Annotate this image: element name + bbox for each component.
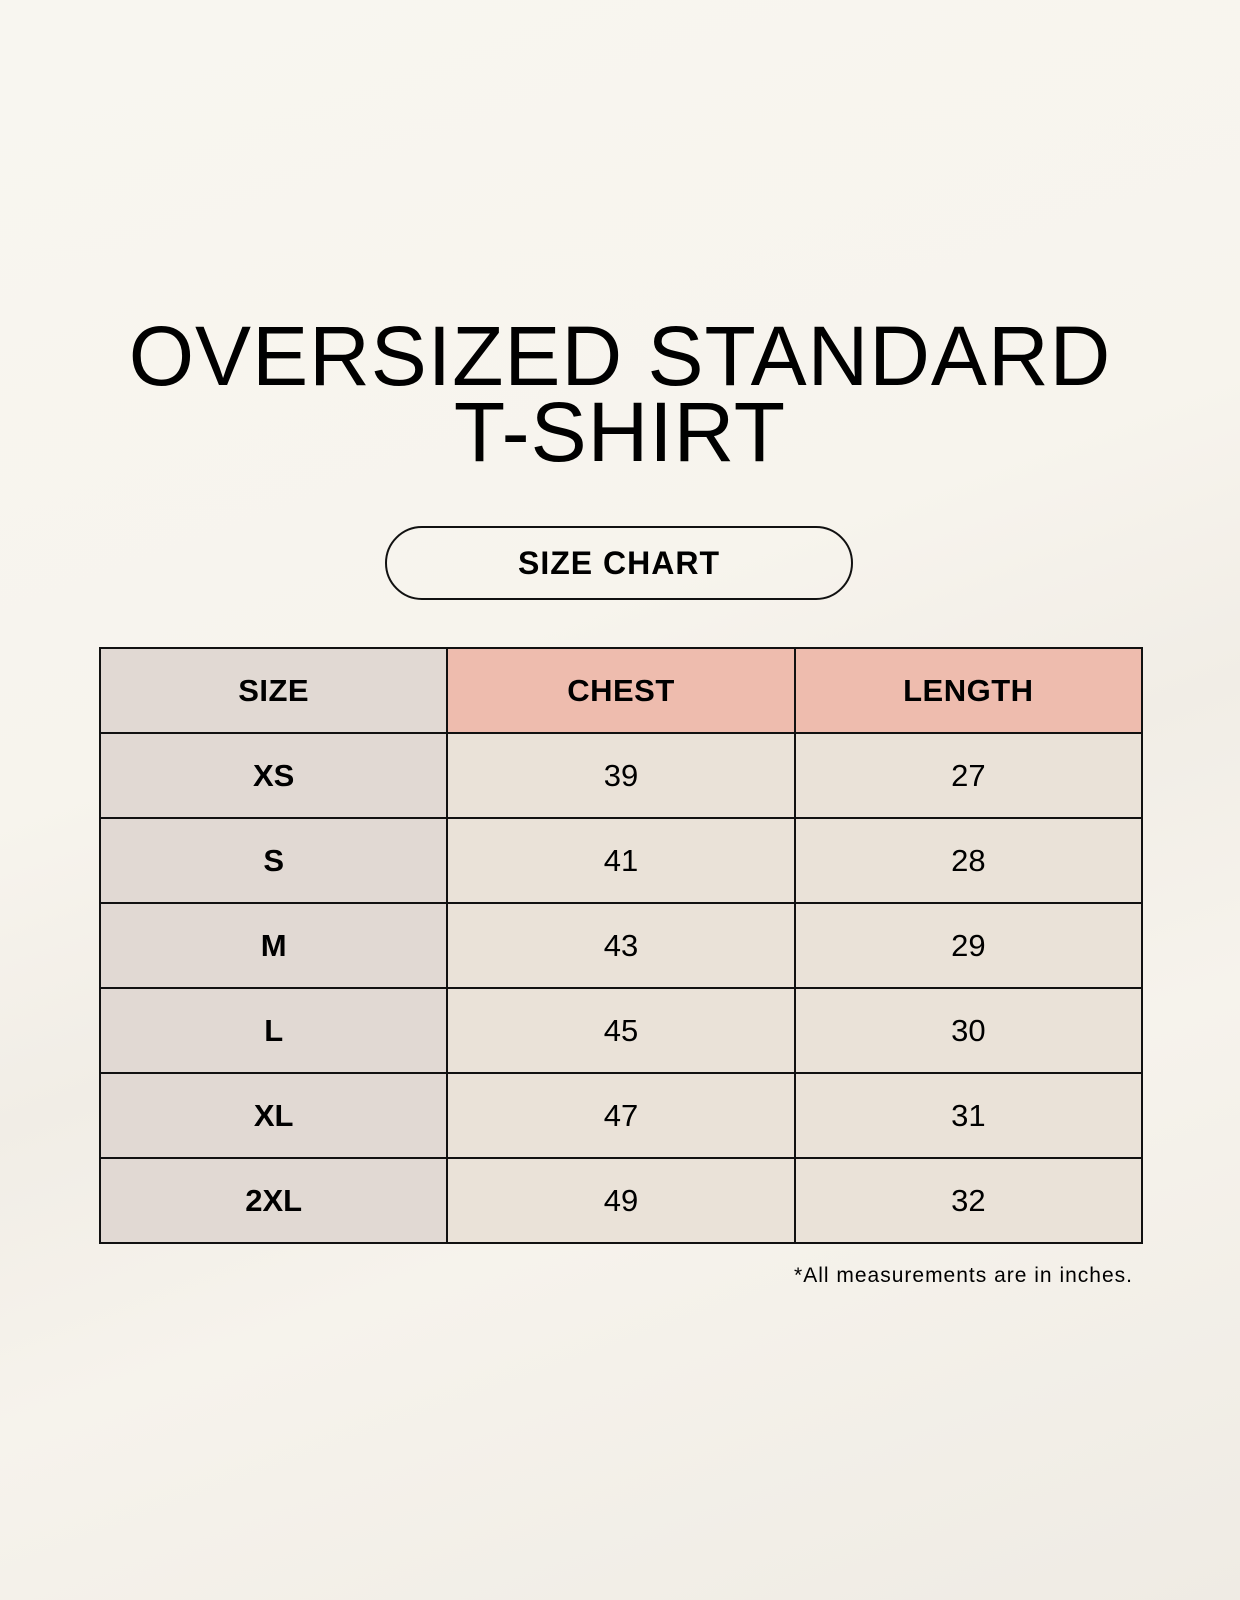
page-title: OVERSIZED STANDARD T-SHIRT [0, 309, 1240, 479]
cell-size: M [98, 902, 449, 989]
header-length: LENGTH [793, 647, 1144, 734]
cell-length: 27 [793, 732, 1144, 819]
table-header-row: SIZE CHEST LENGTH [98, 647, 1144, 734]
table-row: 2XL 49 32 [98, 1157, 1144, 1244]
cell-length: 29 [793, 902, 1144, 989]
cell-chest: 45 [446, 987, 796, 1074]
cell-size: 2XL [98, 1157, 449, 1244]
title-line-1: OVERSIZED STANDARD [128, 309, 1112, 403]
header-size: SIZE [98, 647, 449, 734]
cell-length: 32 [793, 1157, 1144, 1244]
cell-size: XL [98, 1072, 449, 1159]
cell-length: 28 [793, 817, 1144, 904]
table-row: M 43 29 [98, 902, 1144, 989]
footnote: *All measurements are in inches. [794, 1264, 1133, 1287]
cell-size: S [98, 817, 449, 904]
size-chart-badge: SIZE CHART [385, 526, 853, 600]
cell-length: 30 [793, 987, 1144, 1074]
cell-chest: 39 [446, 732, 796, 819]
cell-size: XS [98, 732, 449, 819]
table-row: S 41 28 [98, 817, 1144, 904]
cell-size: L [98, 987, 449, 1074]
header-chest: CHEST [446, 647, 796, 734]
table-row: XS 39 27 [98, 732, 1144, 819]
size-table: SIZE CHEST LENGTH XS 39 27 S 41 28 M 43 29 L 45 30 X… [98, 647, 1144, 1244]
cell-length: 31 [793, 1072, 1144, 1159]
title-line-2: T-SHIRT [453, 385, 787, 479]
cell-chest: 43 [446, 902, 796, 989]
cell-chest: 47 [446, 1072, 796, 1159]
table-row: XL 47 31 [98, 1072, 1144, 1159]
table-row: L 45 30 [98, 987, 1144, 1074]
cell-chest: 49 [446, 1157, 796, 1244]
cell-chest: 41 [446, 817, 796, 904]
